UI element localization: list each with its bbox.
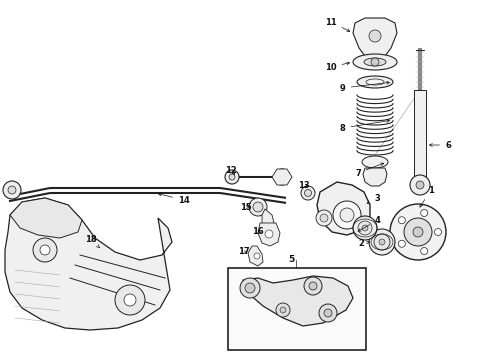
Circle shape [225, 170, 239, 184]
Circle shape [320, 214, 328, 222]
Text: 14: 14 [158, 193, 190, 204]
Polygon shape [262, 209, 274, 227]
Polygon shape [258, 223, 280, 246]
Text: 15: 15 [240, 202, 252, 212]
Circle shape [371, 58, 379, 66]
Text: 18: 18 [85, 235, 99, 248]
Circle shape [390, 204, 446, 260]
Circle shape [229, 174, 235, 180]
Circle shape [40, 245, 50, 255]
Ellipse shape [364, 58, 386, 66]
Circle shape [124, 294, 136, 306]
Circle shape [324, 309, 332, 317]
Polygon shape [272, 169, 292, 185]
Circle shape [333, 201, 361, 229]
Text: 5: 5 [288, 256, 294, 265]
Circle shape [374, 234, 390, 250]
Circle shape [340, 208, 354, 222]
Circle shape [3, 181, 21, 199]
Ellipse shape [357, 76, 393, 88]
Circle shape [398, 240, 405, 247]
Circle shape [358, 221, 372, 235]
Circle shape [421, 248, 428, 255]
Text: 16: 16 [252, 228, 264, 237]
Ellipse shape [366, 79, 384, 85]
Circle shape [404, 218, 432, 246]
Polygon shape [10, 198, 82, 238]
Circle shape [276, 303, 290, 317]
Circle shape [410, 175, 430, 195]
Polygon shape [353, 18, 397, 56]
Ellipse shape [362, 156, 388, 168]
Circle shape [278, 173, 286, 181]
Text: 9: 9 [340, 81, 390, 93]
Circle shape [416, 181, 424, 189]
Circle shape [253, 202, 263, 212]
Ellipse shape [353, 54, 397, 70]
Text: 13: 13 [298, 180, 310, 189]
Text: 7: 7 [355, 163, 384, 177]
Circle shape [8, 186, 16, 194]
Circle shape [265, 230, 273, 238]
Circle shape [249, 198, 267, 216]
Circle shape [413, 227, 423, 237]
Circle shape [274, 169, 290, 185]
Bar [414, 90, 426, 180]
Circle shape [245, 283, 255, 293]
Text: 3: 3 [367, 194, 380, 203]
Circle shape [316, 210, 332, 226]
Circle shape [33, 238, 57, 262]
Text: 12: 12 [225, 166, 237, 175]
Polygon shape [243, 276, 353, 326]
Polygon shape [248, 246, 263, 266]
Text: 6: 6 [430, 140, 451, 149]
Polygon shape [5, 198, 172, 330]
Circle shape [369, 30, 381, 42]
Circle shape [398, 217, 405, 224]
Text: 1: 1 [420, 185, 434, 207]
Circle shape [353, 216, 377, 240]
Text: 11: 11 [325, 18, 350, 31]
Text: 10: 10 [325, 62, 349, 72]
Circle shape [254, 253, 260, 259]
Text: 4: 4 [358, 216, 381, 231]
Circle shape [304, 277, 322, 295]
Circle shape [304, 189, 312, 197]
Bar [228, 268, 366, 350]
Circle shape [362, 225, 368, 231]
Polygon shape [363, 168, 387, 186]
Circle shape [301, 186, 315, 200]
Circle shape [435, 229, 441, 235]
Text: 2: 2 [358, 239, 369, 248]
Circle shape [369, 229, 395, 255]
Circle shape [280, 307, 286, 313]
Circle shape [115, 285, 145, 315]
Circle shape [240, 278, 260, 298]
Text: 17: 17 [238, 248, 249, 256]
Polygon shape [317, 182, 370, 235]
Circle shape [421, 210, 428, 216]
Text: 8: 8 [340, 120, 390, 132]
Circle shape [309, 282, 317, 290]
Circle shape [379, 239, 385, 245]
Circle shape [319, 304, 337, 322]
